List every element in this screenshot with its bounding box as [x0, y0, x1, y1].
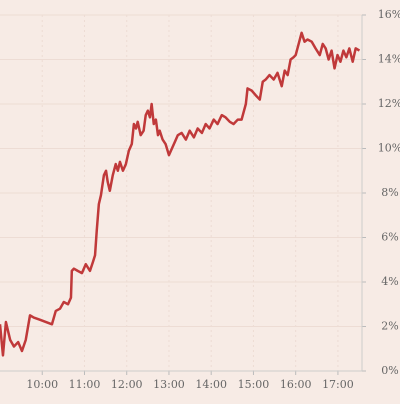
y-tick-label: 0%	[381, 364, 398, 377]
y-tick-label: 16%	[378, 8, 400, 21]
x-tick-label: 15:00	[238, 378, 270, 391]
x-tick-label: 16:00	[280, 378, 312, 391]
y-tick-label: 6%	[381, 231, 398, 244]
x-tick-label: 14:00	[195, 378, 227, 391]
y-tick-label: 12%	[378, 97, 400, 110]
y-tick-label: 8%	[381, 186, 398, 199]
x-tick-label: 13:00	[153, 378, 185, 391]
y-tick-label: 10%	[378, 142, 400, 155]
line	[0, 31, 361, 357]
y-tick-label: 4%	[381, 275, 398, 288]
x-tick-label: 12:00	[111, 378, 143, 391]
x-tick-label: 11:00	[69, 378, 101, 391]
y-tick-label: 2%	[381, 320, 398, 333]
x-tick-label: 10:00	[26, 378, 58, 391]
y-tick-label: 14%	[378, 53, 400, 66]
x-tick-label: 17:00	[322, 378, 354, 391]
